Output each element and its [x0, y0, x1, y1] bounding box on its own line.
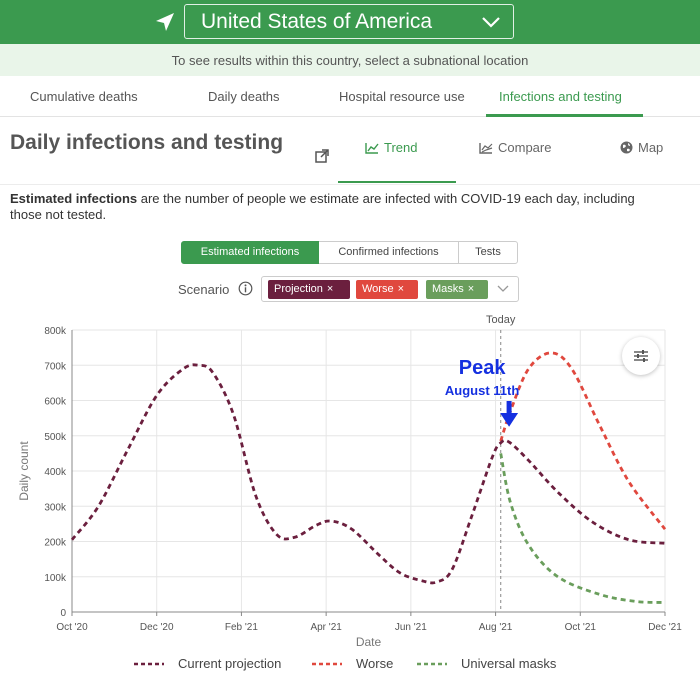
chip-masks[interactable]: Masks × — [426, 280, 488, 299]
view-tab-map-label: Map — [638, 140, 664, 155]
external-link-icon[interactable] — [314, 148, 330, 164]
peak-arrow-head — [500, 413, 519, 427]
tab-infections-and-testing[interactable]: Infections and testing — [499, 89, 622, 104]
today-label: Today — [486, 314, 516, 326]
chevron-down-icon — [482, 17, 500, 28]
x-tick-label: Dec '20 — [140, 622, 174, 633]
y-tick-label: 100k — [44, 573, 67, 584]
legend-universal-masks[interactable]: Universal masks — [417, 656, 556, 671]
close-icon[interactable]: × — [467, 283, 475, 295]
compare-icon — [479, 142, 493, 154]
series-line-universal-masks — [499, 453, 666, 604]
view-tab-trend[interactable]: Trend — [365, 140, 417, 155]
location-arrow-icon[interactable] — [154, 11, 176, 33]
active-view-indicator — [338, 181, 456, 183]
toggle-tests[interactable]: Tests — [458, 241, 518, 264]
chip-projection-label: Projection — [274, 283, 323, 295]
y-tick-label: 400k — [44, 467, 67, 478]
chevron-down-icon[interactable] — [497, 285, 509, 293]
x-tick-label: Apr '21 — [310, 622, 342, 633]
toggle-estimated-infections[interactable]: Estimated infections — [181, 241, 319, 264]
legend-label: Worse — [356, 656, 394, 671]
close-icon[interactable]: × — [326, 283, 334, 295]
header-bar: United States of America — [0, 0, 700, 44]
main-tabs: Cumulative deaths Daily deaths Hospital … — [0, 76, 700, 117]
peak-annotation-subtitle: August 11th — [445, 383, 519, 398]
chip-worse[interactable]: Worse × — [356, 280, 418, 299]
tab-cumulative-deaths[interactable]: Cumulative deaths — [30, 89, 138, 104]
scenario-select[interactable] — [261, 276, 519, 302]
scenario-label: Scenario — [178, 282, 230, 297]
view-tab-compare[interactable]: Compare — [479, 140, 551, 155]
close-icon[interactable]: × — [397, 283, 405, 295]
section-description: Estimated infections are the number of p… — [10, 191, 650, 223]
tab-daily-deaths[interactable]: Daily deaths — [208, 89, 280, 104]
infections-chart: 0 100k 200k 300k 400k 500k 600k 700k 800k Oct '20… — [17, 314, 682, 649]
legend-label: Universal masks — [461, 656, 557, 671]
tab-hospital-resource-use[interactable]: Hospital resource use — [339, 89, 465, 104]
peak-annotation-title: Peak — [459, 357, 507, 379]
x-axis-title: Date — [356, 635, 382, 649]
active-tab-indicator — [486, 114, 643, 117]
subnational-hint: To see results within this country, sele… — [171, 53, 529, 68]
divider — [0, 184, 700, 185]
x-tick-label: Feb '21 — [225, 622, 258, 633]
y-tick-label: 800k — [44, 326, 67, 337]
y-tick-label: 500k — [44, 432, 67, 443]
y-tick-label: 200k — [44, 538, 67, 549]
country-select[interactable]: United States of America — [184, 4, 514, 39]
y-tick-label: 0 — [60, 608, 66, 619]
legend-worse[interactable]: Worse — [312, 656, 393, 671]
page-title: Daily infections and testing — [10, 131, 284, 154]
chart-settings-button[interactable] — [622, 337, 660, 375]
legend-swatch — [134, 662, 164, 665]
description-text: are the number of people we estimate are… — [10, 191, 635, 222]
info-icon[interactable] — [238, 281, 253, 296]
toggle-confirmed-infections[interactable]: Confirmed infections — [319, 241, 459, 264]
y-tick-label: 600k — [44, 397, 67, 408]
chip-projection[interactable]: Projection × — [268, 280, 350, 299]
view-tab-map[interactable]: Map — [620, 140, 663, 155]
globe-icon — [620, 141, 633, 154]
x-tick-label: Oct '21 — [565, 622, 597, 633]
y-tick-label: 300k — [44, 502, 67, 513]
legend-current-projection[interactable]: Current projection — [134, 656, 281, 671]
description-term: Estimated infections — [10, 191, 138, 206]
series-line-current-projection — [70, 363, 666, 585]
chip-masks-label: Masks — [432, 283, 464, 295]
subnational-hint-bar: To see results within this country, sele… — [0, 44, 700, 76]
trend-icon — [365, 142, 379, 154]
legend-swatch — [312, 662, 342, 665]
legend-swatch — [417, 662, 447, 665]
x-tick-label: Oct '20 — [56, 622, 88, 633]
peak-arrow-shaft — [506, 401, 512, 415]
legend-label: Current projection — [178, 656, 282, 671]
y-tick-label: 700k — [44, 361, 67, 372]
country-label: United States of America — [201, 10, 433, 33]
y-axis-title: Daily count — [17, 441, 31, 501]
series-line-worse — [499, 351, 667, 531]
x-tick-label: Aug '21 — [479, 622, 513, 633]
x-tick-label: Jun '21 — [395, 622, 427, 633]
chip-worse-label: Worse — [362, 283, 394, 295]
view-tab-compare-label: Compare — [498, 140, 552, 155]
x-tick-label: Dec '21 — [648, 622, 682, 633]
view-tab-trend-label: Trend — [384, 140, 418, 155]
sliders-icon — [634, 350, 648, 362]
